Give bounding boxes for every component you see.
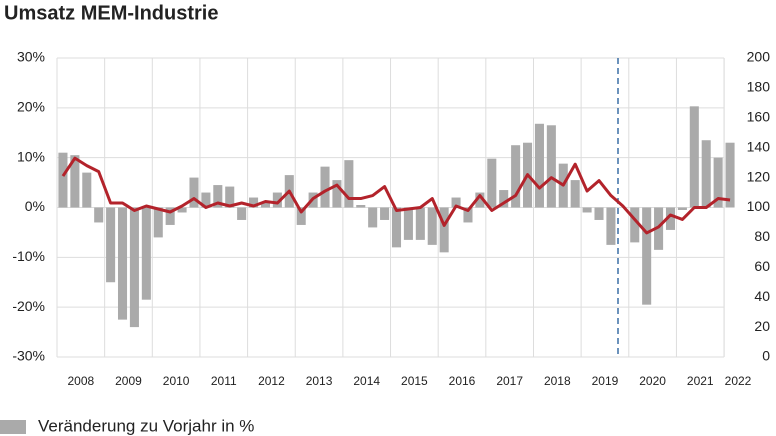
bar [463, 207, 473, 223]
bar [189, 177, 199, 208]
y2-tick-label: 60 [754, 258, 770, 274]
y2-tick-label: 40 [754, 288, 770, 304]
legend-label: Veränderung zu Vorjahr in % [38, 416, 254, 435]
bar [213, 185, 223, 208]
bar [129, 207, 139, 328]
line [61, 156, 731, 235]
bar [70, 155, 80, 208]
y2-tick-label: 80 [754, 228, 770, 244]
bar [475, 192, 485, 208]
bar [534, 123, 544, 208]
bar [332, 180, 342, 208]
x-tick-label: 2009 [115, 374, 142, 388]
x-tick-label: 2018 [544, 374, 571, 388]
bar [665, 207, 676, 230]
y-tick-label: 0% [25, 198, 45, 214]
x-tick-label: 2017 [496, 374, 523, 388]
x-tick-label: 2013 [306, 374, 333, 388]
bar [141, 207, 151, 300]
bar [415, 207, 425, 240]
bar [272, 192, 282, 208]
bar [165, 207, 175, 225]
bar [689, 106, 699, 208]
bar [380, 207, 390, 220]
bar [320, 166, 330, 208]
y2-tick-label: 200 [747, 49, 771, 65]
bar [487, 158, 497, 208]
bar [630, 207, 640, 243]
y2-tick-label: 160 [747, 109, 771, 125]
bar [654, 207, 664, 250]
x-tick-label: 2008 [67, 374, 94, 388]
bar [427, 207, 437, 245]
y-tick-label: -20% [12, 298, 45, 314]
bar [82, 172, 92, 208]
x-tick-label: 2015 [401, 374, 428, 388]
x-tick-label: 2022 [725, 374, 752, 388]
x-tick-label: 2019 [592, 374, 619, 388]
bar [249, 197, 259, 208]
x-tick-label: 2016 [449, 374, 476, 388]
y-tick-label: 20% [17, 99, 45, 115]
y2-tick-label: 100 [747, 198, 771, 214]
y-tick-label: 10% [17, 148, 45, 164]
bar [177, 207, 187, 213]
y2-tick-label: 20 [754, 318, 770, 334]
chart-title: Umsatz MEM-Industrie [4, 2, 218, 24]
bar [260, 202, 270, 208]
bar [58, 152, 68, 208]
bar [725, 142, 735, 208]
x-tick-label: 2020 [639, 374, 666, 388]
bar [391, 207, 402, 248]
bar [237, 207, 247, 220]
bar [439, 207, 449, 253]
bar [677, 207, 687, 210]
bar [713, 157, 723, 208]
bar [94, 207, 104, 223]
legend-swatch [0, 420, 26, 434]
y2-tick-label: 180 [747, 79, 771, 95]
x-tick-label: 2011 [211, 374, 237, 388]
x-tick-label: 2012 [258, 374, 285, 388]
bar [153, 207, 163, 238]
x-tick-label: 2021 [687, 374, 714, 388]
bar [511, 145, 521, 208]
bar [582, 207, 592, 213]
bar [296, 207, 306, 225]
bar [356, 205, 366, 208]
x-tick-label: 2014 [353, 374, 380, 388]
y2-tick-label: 140 [747, 138, 771, 154]
bar [570, 180, 580, 208]
y-tick-label: -30% [12, 348, 45, 364]
bar [451, 197, 461, 208]
bar [499, 190, 509, 208]
y2-tick-label: 0 [762, 348, 770, 364]
y-tick-label: 30% [17, 49, 45, 65]
bar [344, 160, 354, 208]
bar [225, 186, 235, 208]
bar [117, 207, 128, 320]
bar [368, 207, 378, 228]
y2-tick-label: 120 [747, 168, 771, 184]
bar [606, 207, 616, 245]
y-tick-label: -10% [12, 248, 45, 264]
bar [594, 207, 604, 220]
bar [701, 140, 711, 208]
bar [201, 192, 211, 208]
x-tick-label: 2010 [163, 374, 190, 388]
bar [546, 125, 556, 208]
bar [403, 207, 413, 240]
bar [106, 207, 116, 283]
bar [642, 207, 652, 305]
